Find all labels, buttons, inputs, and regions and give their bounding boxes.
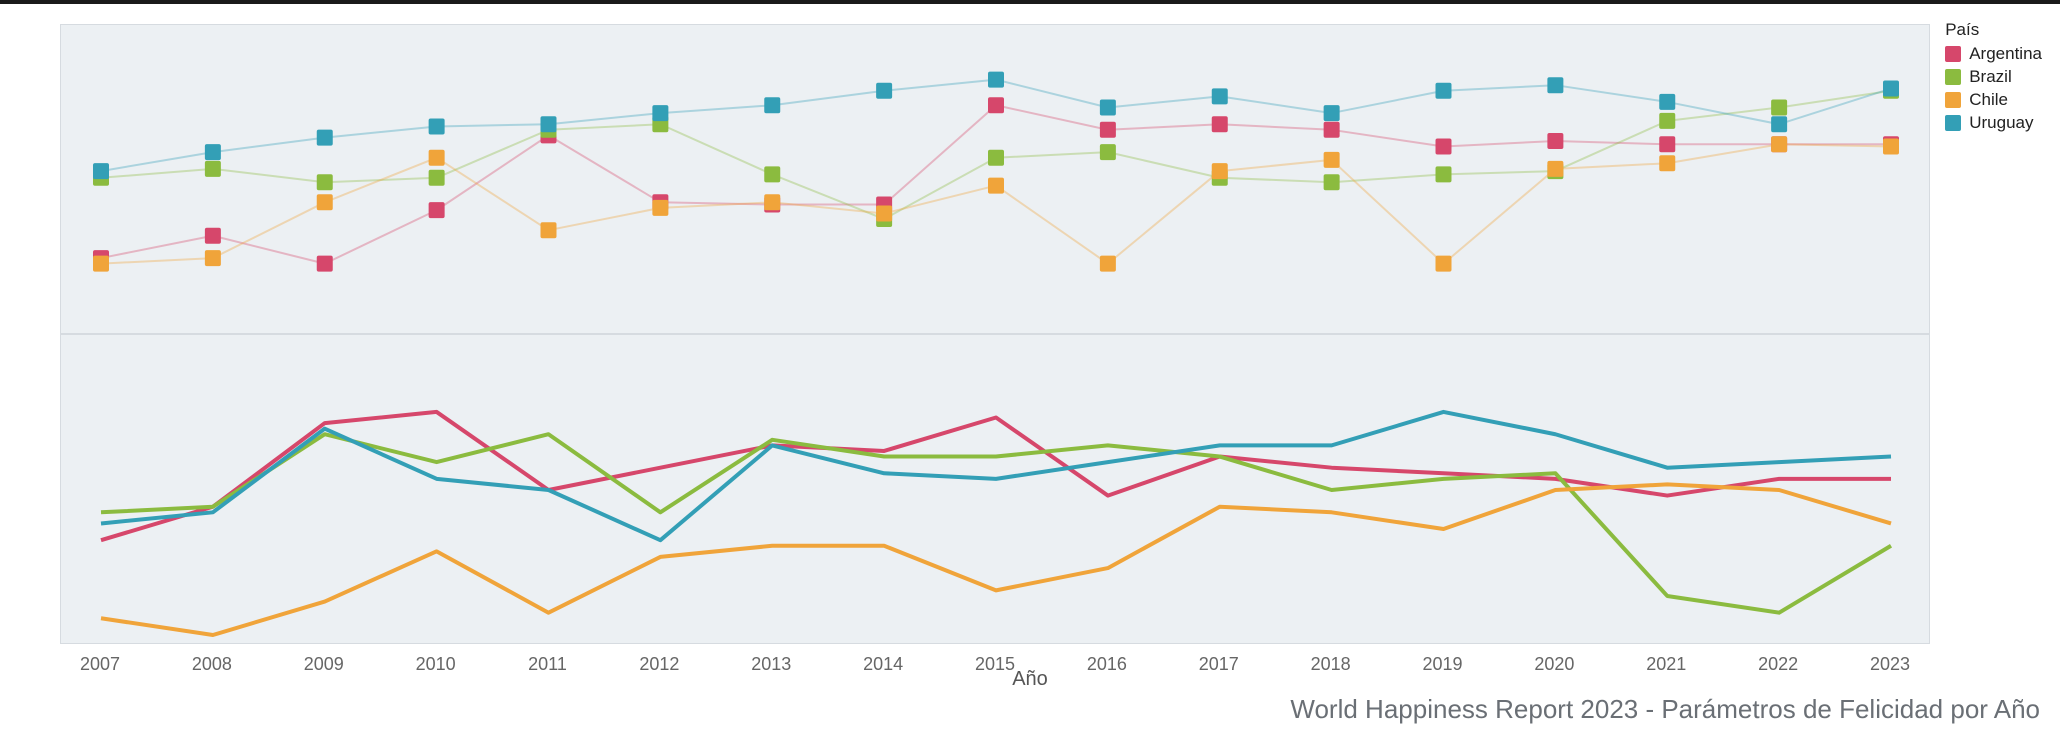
- legend-swatch: [1945, 115, 1961, 131]
- panel-top: [60, 24, 1930, 334]
- series-marker[interactable]: [429, 150, 445, 166]
- series-marker[interactable]: [1547, 133, 1563, 149]
- series-marker[interactable]: [205, 250, 221, 266]
- series-marker[interactable]: [1659, 136, 1675, 152]
- series-marker[interactable]: [1324, 105, 1340, 121]
- series-marker[interactable]: [1100, 100, 1116, 116]
- legend-swatch: [1945, 92, 1961, 108]
- series-marker[interactable]: [205, 144, 221, 160]
- series-marker[interactable]: [1883, 139, 1899, 155]
- series-marker[interactable]: [1659, 94, 1675, 110]
- series-marker[interactable]: [988, 72, 1004, 88]
- legend-item[interactable]: Argentina: [1945, 44, 2042, 64]
- series-marker[interactable]: [317, 194, 333, 210]
- legend-label: Uruguay: [1969, 113, 2033, 133]
- panel-bottom: [60, 334, 1930, 644]
- series-marker[interactable]: [764, 97, 780, 113]
- series-line: [101, 484, 1891, 635]
- series-marker[interactable]: [652, 200, 668, 216]
- legend-item[interactable]: Chile: [1945, 90, 2042, 110]
- chart-bottom-svg: [61, 335, 1931, 645]
- series-marker[interactable]: [93, 256, 109, 272]
- series-marker[interactable]: [317, 174, 333, 190]
- legend-swatch: [1945, 69, 1961, 85]
- chart-top-svg: [61, 25, 1931, 335]
- series-marker[interactable]: [1100, 144, 1116, 160]
- series-marker[interactable]: [1659, 113, 1675, 129]
- series-line: [101, 412, 1891, 540]
- series-marker[interactable]: [1883, 81, 1899, 97]
- series-marker[interactable]: [652, 105, 668, 121]
- series-marker[interactable]: [876, 83, 892, 99]
- series-marker[interactable]: [1212, 116, 1228, 132]
- series-marker[interactable]: [1547, 161, 1563, 177]
- series-marker[interactable]: [205, 161, 221, 177]
- series-marker[interactable]: [988, 150, 1004, 166]
- series-marker[interactable]: [93, 163, 109, 179]
- chart-container: 2007200820092010201120122013201420152016…: [0, 4, 2060, 733]
- series-line: [101, 434, 1891, 612]
- series-marker[interactable]: [429, 202, 445, 218]
- legend-label: Argentina: [1969, 44, 2042, 64]
- series-marker[interactable]: [317, 256, 333, 272]
- series-marker[interactable]: [541, 222, 557, 238]
- legend-label: Brazil: [1969, 67, 2012, 87]
- series-marker[interactable]: [1212, 88, 1228, 104]
- series-marker[interactable]: [1100, 122, 1116, 138]
- series-marker[interactable]: [764, 166, 780, 182]
- series-marker[interactable]: [1324, 122, 1340, 138]
- series-marker[interactable]: [429, 170, 445, 186]
- series-marker[interactable]: [1324, 174, 1340, 190]
- series-marker[interactable]: [1771, 100, 1787, 116]
- legend: País Argentina Brazil Chile Uruguay: [1945, 20, 2042, 136]
- legend-item[interactable]: Uruguay: [1945, 113, 2042, 133]
- legend-title: País: [1945, 20, 2042, 40]
- series-marker[interactable]: [1771, 116, 1787, 132]
- legend-label: Chile: [1969, 90, 2008, 110]
- series-marker[interactable]: [1771, 136, 1787, 152]
- series-marker[interactable]: [1100, 256, 1116, 272]
- series-marker[interactable]: [1324, 152, 1340, 168]
- series-marker[interactable]: [1659, 155, 1675, 171]
- series-marker[interactable]: [876, 205, 892, 221]
- series-marker[interactable]: [764, 194, 780, 210]
- legend-swatch: [1945, 46, 1961, 62]
- series-marker[interactable]: [205, 228, 221, 244]
- chart-caption: World Happiness Report 2023 - Parámetros…: [1290, 694, 2040, 725]
- series-marker[interactable]: [541, 116, 557, 132]
- plot-area: 2007200820092010201120122013201420152016…: [60, 24, 1930, 644]
- series-marker[interactable]: [988, 97, 1004, 113]
- x-axis-title: Año: [0, 668, 2060, 691]
- series-marker[interactable]: [1436, 83, 1452, 99]
- series-marker[interactable]: [988, 178, 1004, 194]
- series-marker[interactable]: [317, 130, 333, 146]
- series-marker[interactable]: [1212, 163, 1228, 179]
- series-marker[interactable]: [429, 118, 445, 134]
- series-marker[interactable]: [1547, 77, 1563, 93]
- series-marker[interactable]: [1436, 256, 1452, 272]
- legend-item[interactable]: Brazil: [1945, 67, 2042, 87]
- series-marker[interactable]: [1436, 139, 1452, 155]
- series-marker[interactable]: [1436, 166, 1452, 182]
- series-line: [101, 412, 1891, 540]
